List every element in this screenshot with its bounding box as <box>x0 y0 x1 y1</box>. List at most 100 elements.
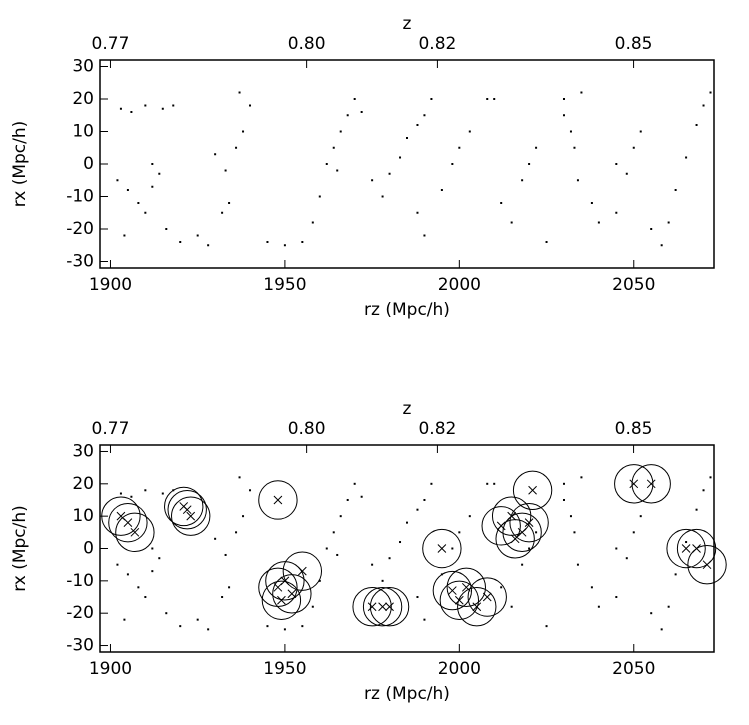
group-circle <box>171 496 211 536</box>
galaxy-dot <box>535 531 538 534</box>
y-tick-label: 10 <box>72 506 94 526</box>
y-tick-label: 10 <box>72 122 94 142</box>
galaxy-dot <box>249 489 252 492</box>
y-tick-label: -10 <box>66 187 94 207</box>
group-circle <box>687 544 727 585</box>
galaxy-dot <box>430 482 433 485</box>
group-center <box>367 602 377 612</box>
galaxy-dot <box>597 221 600 224</box>
galaxy-dot <box>562 114 565 117</box>
x2-tick-label: 0.82 <box>418 34 456 54</box>
group-circle <box>352 587 392 627</box>
y-tick-label: -30 <box>66 252 94 272</box>
x2-tick-label: 0.80 <box>288 34 326 54</box>
group-circle <box>512 470 553 510</box>
galaxy-dot <box>137 586 140 589</box>
x-tick-label: 1900 <box>89 659 132 679</box>
galaxy-dot <box>165 612 168 615</box>
galaxy-dot <box>126 189 129 191</box>
galaxy-dot <box>311 605 314 608</box>
galaxy-dot <box>311 221 314 224</box>
y-axis-label: rx (Mpc/h) <box>10 121 30 208</box>
galaxy-dot <box>130 111 133 113</box>
group-circle <box>164 486 204 527</box>
galaxy-dot <box>158 557 161 560</box>
group-center <box>385 602 394 612</box>
group-circle <box>495 519 535 559</box>
galaxy-dot <box>207 628 210 631</box>
galaxy-dot <box>318 579 321 582</box>
galaxy-dot <box>179 241 182 243</box>
group-circle <box>362 587 403 627</box>
galaxy-dot <box>249 104 252 107</box>
group-circle <box>439 580 480 620</box>
galaxy-dot <box>632 146 635 149</box>
galaxy-dot <box>158 172 161 175</box>
galaxy-dot <box>360 111 363 113</box>
galaxy-dot <box>569 515 572 518</box>
y-tick-label: 30 <box>72 441 94 461</box>
galaxy-dot <box>695 508 698 511</box>
galaxy-dot <box>510 221 513 224</box>
group-circle <box>676 528 717 569</box>
galaxy-dot <box>283 628 286 631</box>
group-circle <box>502 512 542 553</box>
galaxy-dot <box>360 495 363 498</box>
galaxy-dot <box>660 244 663 247</box>
galaxy-dot <box>151 163 154 165</box>
galaxy-dot <box>521 563 524 566</box>
group-circle <box>115 512 155 553</box>
galaxy-dot <box>214 537 217 540</box>
galaxy-dot <box>221 596 224 599</box>
galaxy-dot <box>242 130 245 133</box>
galaxy-dot <box>336 169 339 172</box>
galaxy-dot <box>172 104 175 107</box>
galaxy-dot <box>336 553 339 556</box>
x-tick-label: 1950 <box>263 659 306 679</box>
galaxy-dot <box>416 508 419 511</box>
y-tick-label: -30 <box>66 636 94 656</box>
galaxy-dot <box>399 156 402 159</box>
galaxy-dot <box>144 489 147 492</box>
group-center <box>681 544 691 553</box>
galaxy-dot <box>235 531 238 534</box>
y-tick-label: 30 <box>72 57 94 77</box>
galaxy-dot <box>266 625 269 628</box>
galaxy-dot <box>123 234 126 237</box>
galaxy-dot <box>562 98 565 100</box>
group-circle <box>258 480 298 520</box>
group-center <box>702 560 712 570</box>
galaxy-dot <box>207 244 210 247</box>
x2-tick-label: 0.85 <box>615 34 653 54</box>
galaxy-dot <box>339 515 342 518</box>
galaxy-dot <box>615 547 618 550</box>
group-center <box>186 511 196 521</box>
galaxy-dot <box>702 104 705 107</box>
galaxy-dot <box>709 91 712 94</box>
galaxy-dot <box>562 482 565 485</box>
galaxy-dot <box>423 618 426 621</box>
group-circle <box>272 574 312 614</box>
galaxy-dot <box>660 628 663 631</box>
galaxy-dot <box>165 228 168 230</box>
galaxy-dot <box>639 130 642 133</box>
y-tick-label: 0 <box>83 539 94 559</box>
galaxy-dot <box>242 515 245 518</box>
group-center <box>472 602 482 612</box>
galaxy-dot <box>430 98 433 100</box>
galaxy-dot <box>576 563 579 566</box>
galaxy-dot <box>493 482 496 485</box>
galaxy-dot <box>224 553 227 556</box>
x2-tick-label: 0.77 <box>92 419 130 439</box>
galaxy-dot <box>116 179 119 182</box>
group-center <box>273 495 283 505</box>
galaxy-dot <box>144 104 147 107</box>
galaxy-dot <box>597 605 600 608</box>
galaxy-dot <box>562 498 565 501</box>
group-circle <box>261 580 302 620</box>
x2-axis-label: z <box>403 14 412 34</box>
galaxy-dot <box>535 146 538 149</box>
group-circle <box>509 502 549 543</box>
group-circle <box>481 506 521 546</box>
